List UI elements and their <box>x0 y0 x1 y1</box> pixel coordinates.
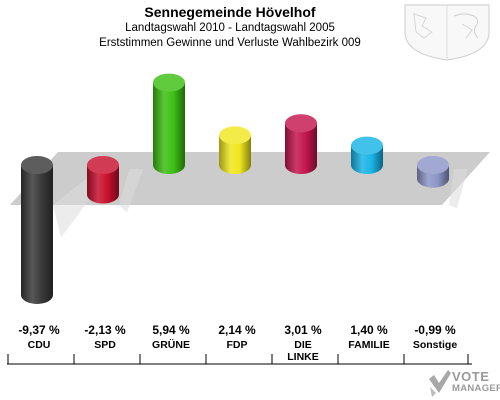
chart-subtitle-district: Erststimmen Gewinne und Verluste Wahlbez… <box>99 37 361 49</box>
bar-cap-spd <box>87 156 119 174</box>
bar-cap-die-linke <box>285 114 317 133</box>
bars <box>21 73 449 304</box>
bar-cap-fdp <box>219 126 251 145</box>
bar-cdu <box>21 165 53 304</box>
logo-line-1: VOTE <box>452 369 490 384</box>
bar-cap-familie <box>351 136 383 155</box>
bar-shadow-stripe-spd <box>119 169 144 213</box>
bar-cap-cdu <box>21 156 53 174</box>
bar-spd <box>87 165 119 204</box>
category-label-sonstige: Sonstige <box>413 339 457 351</box>
category-label-gruene: GRÜNE <box>152 338 190 351</box>
value-label-familie: 1,40 % <box>350 323 388 337</box>
chart-title: Sennegemeinde Hövelhof <box>144 4 316 20</box>
vote-manager-logo: VOTE MANAGER <box>428 368 500 400</box>
value-label-die-linke: 3,01 % <box>284 323 322 337</box>
value-label-gruene: 5,94 % <box>152 323 190 337</box>
checkmark-icon <box>429 370 451 397</box>
category-label-familie: FAMILIE <box>348 339 389 351</box>
bar-cap-sonstige <box>417 156 449 174</box>
chart-subtitle-election: Landtagswahl 2010 - Landtagswahl 2005 <box>125 22 335 34</box>
value-label-spd: -2,13 % <box>84 323 126 337</box>
bar-die-linke <box>285 123 317 174</box>
bar-cap-gruene <box>153 73 185 92</box>
category-label-spd: SPD <box>94 339 116 351</box>
logo-line-2: MANAGER <box>452 383 500 394</box>
category-label-die-linke-line2: LINKE <box>287 351 319 363</box>
category-label-cdu: CDU <box>28 339 51 351</box>
bar-gruene <box>153 82 185 174</box>
value-labels: -9,37 % -2,13 % 5,94 % 2,14 % 3,01 % 1,40 % -0… <box>18 323 456 337</box>
bar-fdp <box>219 135 251 174</box>
value-label-sonstige: -0,99 % <box>414 323 456 337</box>
category-label-die-linke-line1: DIE <box>294 339 312 351</box>
coat-of-arms-icon <box>404 4 490 61</box>
value-label-fdp: 2,14 % <box>218 323 256 337</box>
value-label-cdu: -9,37 % <box>18 323 60 337</box>
category-label-fdp: FDP <box>227 339 248 351</box>
bar-shadow-stripe-sonstige <box>449 169 468 209</box>
